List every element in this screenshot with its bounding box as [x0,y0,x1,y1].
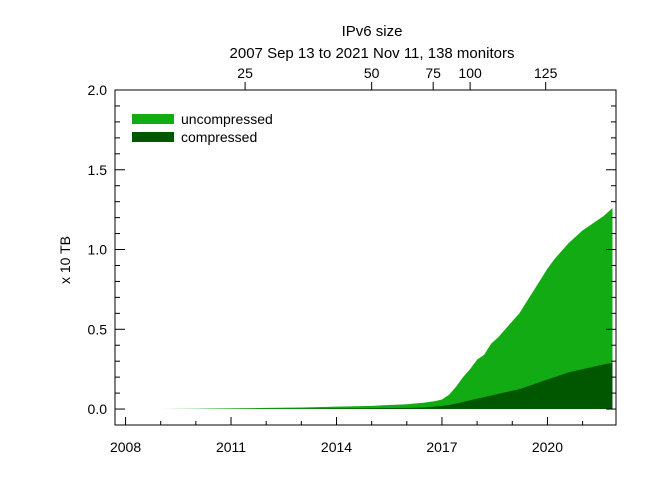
legend-label-compressed: compressed [181,129,257,145]
x-tick-label: 2014 [321,439,352,455]
top-tick-label: 25 [237,65,253,81]
top-x-axis: 25 50 75 100 125 [237,65,558,90]
top-tick-label: 50 [364,65,380,81]
plot-frame [114,89,617,426]
bottom-x-axis: 2008 2011 2014 2017 2020 [110,417,584,455]
x-tick-label: 2008 [110,439,141,455]
x-tick-label: 2020 [532,439,563,455]
x-tick-label: 2017 [426,439,457,455]
x-tick-label: 2011 [216,439,246,455]
y-tick-label: 0.0 [88,401,108,417]
area-series-compressed [160,362,613,410]
top-tick-label: 75 [425,65,441,81]
area-series-uncompressed [160,208,613,410]
legend-label-uncompressed: uncompressed [181,111,273,127]
top-tick-label: 125 [534,65,558,81]
y-axis-label: x 10 TB [57,236,73,284]
top-tick-label: 100 [458,65,482,81]
chart-title: IPv6 size [342,23,403,40]
legend-swatch-compressed [132,132,174,142]
legend-swatch-uncompressed [132,114,174,124]
y-tick-label: 1.0 [88,242,108,258]
y-tick-label: 1.5 [88,162,108,178]
legend: uncompressed compressed [132,111,273,145]
plot-areas [160,208,613,410]
y-tick-label: 0.5 [88,321,108,337]
chart-subtitle: 2007 Sep 13 to 2021 Nov 11, 138 monitors [230,45,515,62]
y-tick-label: 2.0 [88,82,108,98]
y-axis: 0.0 0.5 1.0 1.5 2.0 [88,82,616,417]
